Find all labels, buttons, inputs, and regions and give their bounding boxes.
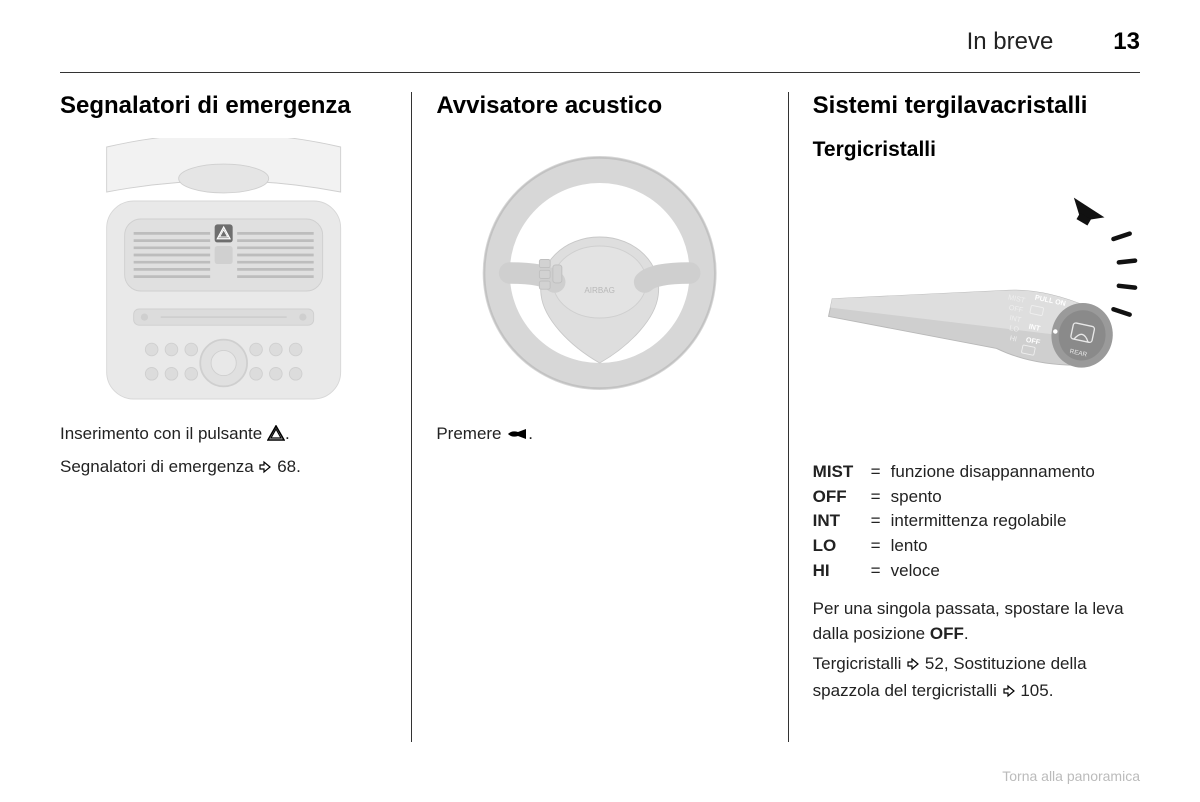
- hazard-triangle-icon: [267, 424, 285, 449]
- steering-wheel-illustration: AIRBAG: [436, 138, 763, 408]
- equals-sign: =: [871, 509, 891, 534]
- page-number: 13: [1113, 28, 1140, 56]
- equals-sign: =: [871, 485, 891, 510]
- page-link-icon: [258, 457, 272, 482]
- column-horn: Avvisatore acustico AIRBAG: [411, 92, 787, 742]
- wiper-mode-row: MIST=funzione disappannamento: [813, 460, 1140, 485]
- chapter-title: In breve: [967, 28, 1054, 56]
- svg-text:AIRBAG: AIRBAG: [585, 286, 616, 295]
- column-wipers: Sistemi tergilavacristalli Tergicristall…: [788, 92, 1140, 742]
- wiper-mode-row: OFF=spento: [813, 485, 1140, 510]
- wiper-mode-key: MIST: [813, 460, 871, 485]
- wipers-title: Sistemi tergilavacristalli: [813, 92, 1140, 120]
- wiper-mode-row: LO=lento: [813, 534, 1140, 559]
- wiper-para-1: Per una singola passata, spostare la lev…: [813, 597, 1140, 646]
- wiper-mode-key: INT: [813, 509, 871, 534]
- footer-back-link[interactable]: Torna alla panoramica: [1002, 768, 1140, 784]
- horn-text: Premere .: [436, 422, 763, 449]
- wiper-mode-key: LO: [813, 534, 871, 559]
- wiper-mode-table: MIST=funzione disappannamentoOFF=spentoI…: [813, 460, 1140, 583]
- wiper-mode-val: funzione disappannamento: [891, 460, 1140, 485]
- wiper-mode-row: INT=intermittenza regolabile: [813, 509, 1140, 534]
- wiper-stalk-illustration: REAR MIST OFF INT LO HI PULL ON INT OFF: [813, 176, 1140, 446]
- hazard-text-1: Inserimento con il pulsante .: [60, 422, 387, 449]
- column-hazard: Segnalatori di emergenza: [60, 92, 411, 742]
- wiper-mode-val: veloce: [891, 559, 1140, 584]
- hazard-text-2: Segnalatori di emergenza 68.: [60, 455, 387, 482]
- equals-sign: =: [871, 460, 891, 485]
- equals-sign: =: [871, 559, 891, 584]
- hazard-title: Segnalatori di emergenza: [60, 92, 387, 120]
- wiper-mode-val: lento: [891, 534, 1140, 559]
- hazard-illustration: [60, 138, 387, 408]
- wiper-mode-val: intermittenza regolabile: [891, 509, 1140, 534]
- wiper-mode-key: HI: [813, 559, 871, 584]
- equals-sign: =: [871, 534, 891, 559]
- wiper-mode-key: OFF: [813, 485, 871, 510]
- horn-icon: [506, 424, 528, 449]
- page-link-icon: [906, 654, 920, 679]
- wipers-subtitle: Tergicristalli: [813, 138, 1140, 162]
- wiper-mode-row: HI=veloce: [813, 559, 1140, 584]
- wiper-para-2: Tergicristalli 52, Sostituzione della sp…: [813, 652, 1140, 705]
- wiper-mode-val: spento: [891, 485, 1140, 510]
- horn-title: Avvisatore acustico: [436, 92, 763, 120]
- page-link-icon: [1002, 681, 1016, 706]
- header-rule: [60, 72, 1140, 73]
